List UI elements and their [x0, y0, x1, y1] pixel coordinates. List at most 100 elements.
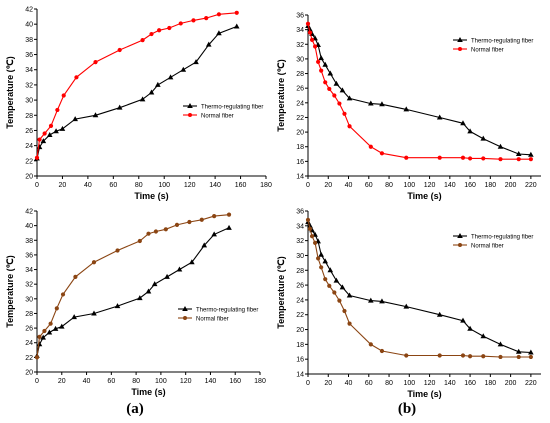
- x-tick-label: 160: [464, 182, 476, 189]
- data-point-triangle: [497, 143, 504, 149]
- data-point-triangle: [327, 267, 334, 273]
- y-tick-label: 28: [296, 268, 304, 275]
- data-point-triangle: [193, 59, 199, 65]
- x-axis-title: Time (s): [407, 191, 441, 201]
- data-point-circle: [60, 292, 66, 297]
- data-point-circle: [61, 93, 66, 98]
- data-point-triangle: [403, 303, 410, 309]
- data-point-triangle: [339, 87, 346, 93]
- data-point-circle: [347, 124, 352, 129]
- data-point-circle: [528, 157, 533, 162]
- data-point-triangle: [137, 295, 143, 301]
- data-point-triangle: [322, 61, 329, 67]
- data-point-triangle: [307, 26, 313, 32]
- x-tick-label: 140: [205, 378, 217, 385]
- data-point-triangle: [52, 325, 59, 331]
- data-point-circle: [332, 93, 337, 98]
- y-tick-label: 30: [25, 296, 33, 303]
- data-point-circle: [305, 21, 311, 26]
- x-tick-label: 40: [83, 378, 91, 385]
- legend-label: Thermo-regulating fiber: [201, 104, 263, 110]
- data-point-triangle: [515, 348, 522, 354]
- legend-marker-triangle: [182, 306, 188, 311]
- data-point-circle: [163, 227, 168, 232]
- x-tick-label: 140: [444, 182, 456, 189]
- x-tick-label: 120: [424, 380, 436, 387]
- y-axis-title: Temperature (℃): [5, 255, 15, 327]
- data-point-triangle: [180, 66, 187, 72]
- x-tick-label: 160: [464, 380, 476, 387]
- data-point-triangle: [91, 310, 97, 316]
- x-axis-title: Time (s): [134, 191, 168, 201]
- y-tick-label: 36: [25, 252, 33, 259]
- data-point-triangle: [379, 101, 385, 107]
- x-tick-label: 120: [424, 182, 436, 189]
- y-tick-label: 26: [25, 326, 33, 333]
- data-point-circle: [347, 321, 352, 326]
- data-point-triangle: [480, 135, 487, 141]
- data-point-triangle: [368, 100, 374, 106]
- data-point-circle: [379, 151, 385, 156]
- data-point-circle: [199, 217, 204, 222]
- y-tick-label: 42: [25, 209, 33, 216]
- y-tick-label: 38: [25, 37, 33, 44]
- y-tick-label: 22: [296, 312, 304, 319]
- legend-marker-triangle: [457, 37, 463, 42]
- data-point-circle: [327, 86, 332, 92]
- x-tick-label: 40: [345, 182, 353, 189]
- data-point-circle: [55, 107, 60, 113]
- data-point-circle: [178, 21, 183, 26]
- x-tick-label: 0: [306, 380, 310, 387]
- data-point-triangle: [211, 231, 217, 237]
- y-tick-label: 28: [25, 311, 33, 318]
- data-point-circle: [37, 334, 42, 339]
- data-point-triangle: [226, 224, 232, 230]
- data-point-triangle: [167, 74, 174, 80]
- y-tick-label: 30: [25, 98, 33, 105]
- data-point-circle: [498, 354, 503, 360]
- x-tick-label: 80: [385, 380, 393, 387]
- data-point-triangle: [46, 329, 53, 335]
- data-point-circle: [42, 131, 47, 136]
- y-tick-label: 14: [296, 372, 304, 379]
- y-tick-label: 30: [296, 253, 304, 260]
- data-point-circle: [115, 248, 120, 253]
- caption-a: (a): [126, 401, 144, 417]
- data-point-triangle: [40, 138, 47, 144]
- x-tick-label: 100: [155, 378, 167, 385]
- data-point-circle: [34, 355, 40, 360]
- y-tick-label: 16: [296, 357, 304, 364]
- x-tick-label: 60: [365, 182, 373, 189]
- data-point-triangle: [403, 106, 410, 112]
- data-point-circle: [37, 137, 42, 142]
- data-point-circle: [42, 328, 47, 334]
- data-point-triangle: [72, 116, 78, 122]
- y-tick-label: 24: [296, 297, 304, 304]
- data-point-triangle: [346, 95, 353, 101]
- y-tick-label: 40: [25, 223, 33, 230]
- y-tick-label: 32: [25, 282, 33, 289]
- y-tick-label: 36: [296, 13, 304, 20]
- x-tick-label: 40: [84, 182, 92, 189]
- data-point-circle: [460, 155, 466, 160]
- data-point-circle: [93, 60, 98, 65]
- x-tick-label: 20: [324, 380, 332, 387]
- y-tick-label: 28: [25, 113, 33, 120]
- data-point-circle: [498, 157, 503, 162]
- data-point-triangle: [145, 288, 152, 294]
- y-tick-label: 22: [296, 115, 304, 122]
- data-point-circle: [460, 353, 466, 358]
- y-tick-label: 26: [25, 128, 33, 135]
- y-tick-label: 20: [25, 174, 33, 181]
- data-point-triangle: [515, 151, 522, 157]
- x-tick-label: 0: [35, 378, 39, 385]
- x-tick-label: 20: [324, 182, 332, 189]
- y-tick-label: 34: [296, 223, 304, 230]
- data-point-triangle: [40, 334, 46, 340]
- chart-panel-1: 0 20 40 60 80 100 120 140 160 1802022242628303234…: [5, 7, 272, 202]
- x-tick-label: 80: [135, 182, 143, 189]
- data-point-triangle: [116, 104, 123, 110]
- y-tick-label: 28: [296, 71, 304, 78]
- data-point-triangle: [36, 341, 43, 347]
- data-point-circle: [307, 226, 313, 231]
